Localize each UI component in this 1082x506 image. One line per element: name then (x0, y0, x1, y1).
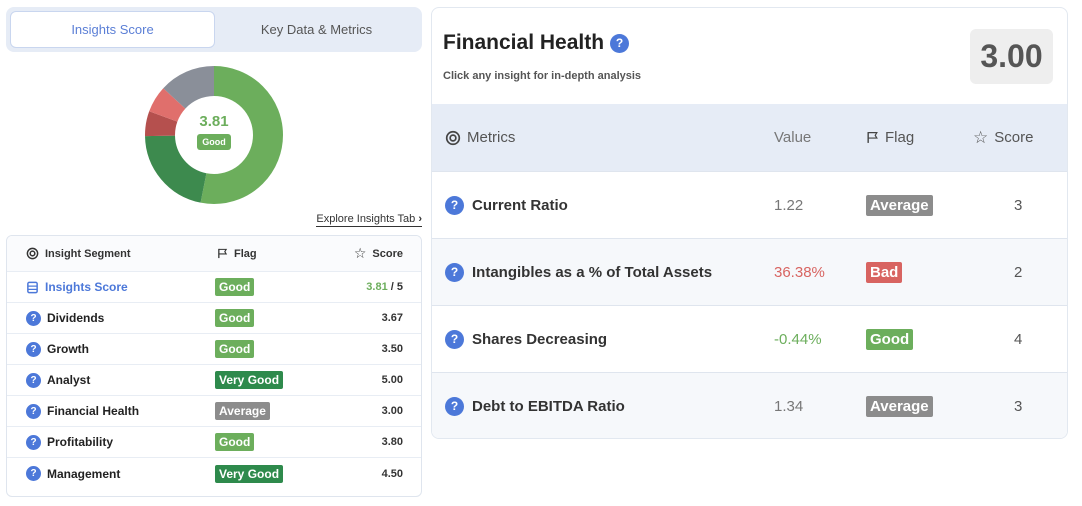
flag-badge: Good (215, 309, 255, 327)
segment-label: Dividends (47, 311, 105, 325)
help-icon: ? (445, 262, 464, 282)
tab-bar: Insights Score Key Data & Metrics (6, 7, 422, 52)
segment-row[interactable]: ? Dividends Good 3.67 (7, 303, 421, 334)
help-icon: ? (26, 403, 41, 419)
segment-table-header: Insight Segment Flag ☆ Score (7, 236, 421, 272)
metric-label: Current Ratio (472, 196, 568, 214)
segment-score: 5.00 (381, 374, 403, 386)
metric-row[interactable]: ? Intangibles as a % of Total Assets 36.38… (432, 239, 1067, 306)
flag-badge: Very Good (215, 371, 284, 389)
donut-segment (145, 66, 283, 204)
metric-score: 4 (1014, 330, 1023, 348)
metric-value: 36.38% (774, 263, 825, 281)
donut-svg (145, 66, 283, 204)
explore-insights-label: Explore Insights Tab (316, 213, 416, 225)
donut-segment (145, 66, 283, 204)
header-metrics: Metrics (467, 129, 516, 146)
header-value: Value (774, 129, 812, 146)
help-icon[interactable]: ? (610, 33, 630, 53)
help-icon: ? (26, 372, 41, 388)
metric-value: 1.22 (774, 196, 804, 214)
help-icon: ? (26, 434, 41, 450)
metric-row[interactable]: ? Current Ratio 1.22 Average 3 (432, 172, 1067, 239)
metric-score: 3 (1014, 196, 1023, 214)
flag-badge: Average (866, 395, 933, 417)
insights-score-max: / 5 (390, 281, 403, 293)
metric-row[interactable]: ? Debt to EBITDA Ratio 1.34 Average 3 (432, 373, 1067, 438)
header-score: Score (994, 129, 1034, 146)
header-insight-segment: Insight Segment (45, 247, 131, 260)
metric-row[interactable]: ? Shares Decreasing -0.44% Good 4 (432, 306, 1067, 373)
flag-badge: Average (866, 194, 933, 216)
segment-score: 3.80 (381, 436, 403, 448)
help-icon: ? (26, 341, 41, 357)
flag-badge: Very Good (215, 464, 284, 483)
flag-icon (217, 248, 228, 259)
segment-row[interactable]: ? Analyst Very Good 5.00 (7, 365, 421, 396)
flag-icon (866, 131, 879, 144)
segment-label: Analyst (47, 373, 91, 387)
metric-value: -0.44% (774, 330, 822, 348)
gauge-icon (26, 247, 39, 260)
chevron-right-icon: › (418, 213, 422, 225)
financial-health-score: 3.00 (970, 29, 1053, 84)
insights-donut-chart: 3.81 Good (144, 65, 284, 205)
donut-score: 3.81 (199, 112, 229, 130)
financial-health-panel: Financial Health ? Click any insight for… (431, 7, 1068, 439)
metric-label: Shares Decreasing (472, 330, 608, 348)
header-score: Score (372, 247, 403, 260)
help-icon: ? (445, 396, 464, 416)
insights-panel: Insights Score Key Data & Metrics 3.81 G… (6, 7, 422, 497)
help-icon: ? (26, 466, 41, 481)
donut-center: 3.81 Good (144, 65, 284, 205)
insights-score-label: Insights Score (45, 280, 128, 294)
star-icon: ☆ (353, 245, 367, 261)
gauge-icon (445, 130, 461, 146)
metrics-table-header: Metrics Value Flag ☆ Score (432, 104, 1067, 172)
tab-insights-score[interactable]: Insights Score (10, 11, 215, 48)
tab-key-data-metrics[interactable]: Key Data & Metrics (260, 22, 373, 37)
segment-row[interactable]: ? Financial Health Average 3.00 (7, 396, 421, 427)
metric-label: Debt to EBITDA Ratio (472, 397, 625, 415)
help-icon: ? (26, 310, 41, 326)
segment-row[interactable]: ? Profitability Good 3.80 (7, 427, 421, 458)
flag-badge: Good (866, 328, 914, 350)
segment-label: Financial Health (47, 404, 140, 418)
financial-health-title: Financial Health ? (443, 31, 630, 55)
insight-segment-table: Insight Segment Flag ☆ Score Insights Sc… (6, 235, 422, 497)
metric-label: Intangibles as a % of Total Assets (472, 263, 713, 281)
segment-score: 3.50 (381, 343, 403, 355)
help-icon: ? (445, 195, 464, 215)
metric-value: 1.34 (774, 397, 804, 415)
flag-badge: Good (215, 433, 255, 451)
header-flag: Flag (234, 247, 257, 260)
header-flag: Flag (885, 129, 915, 146)
donut-flag-badge: Good (197, 133, 231, 150)
segment-label: Growth (47, 342, 89, 356)
metric-score: 3 (1014, 397, 1023, 415)
flag-badge: Good (215, 278, 255, 296)
insights-score-value: 3.81 (366, 281, 388, 293)
segment-score: 4.50 (381, 467, 403, 480)
insights-score-row[interactable]: Insights Score Good 3.81 / 5 (7, 272, 421, 303)
help-icon: ? (445, 329, 464, 349)
segment-label: Profitability (47, 435, 114, 449)
segment-score: 3.00 (381, 405, 403, 417)
flag-badge: Bad (866, 261, 903, 283)
explore-insights-link[interactable]: Explore Insights Tab › (316, 213, 422, 227)
financial-health-subtitle: Click any insight for in-depth analysis (443, 70, 642, 82)
segment-label: Management (47, 466, 121, 481)
segment-row[interactable]: ? Management Very Good 4.50 (7, 458, 421, 489)
database-icon (26, 281, 39, 294)
segment-score: 3.67 (381, 312, 403, 324)
segment-row[interactable]: ? Growth Good 3.50 (7, 334, 421, 365)
flag-badge: Good (215, 340, 255, 358)
flag-badge: Average (215, 402, 270, 420)
star-icon: ☆ (973, 127, 989, 147)
financial-health-title-text: Financial Health (443, 31, 605, 54)
metric-score: 2 (1014, 263, 1023, 281)
